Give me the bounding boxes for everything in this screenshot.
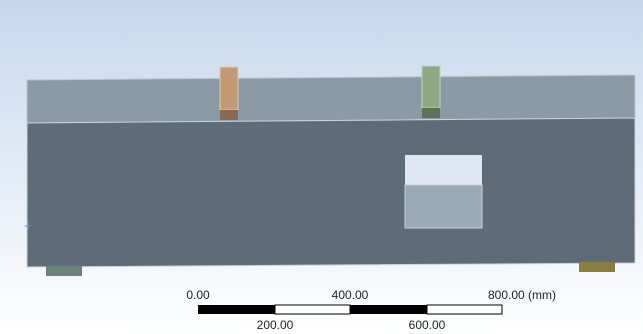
scale-label: 800.00 (mm) [488,288,556,302]
scale-label: 400.00 [332,288,369,302]
opening-lower [405,185,482,228]
viewport: + 0.00 400.00 800.00 (mm) 200.00 600.00 [0,0,643,334]
scale-label: 600.00 [409,318,446,332]
scale-segment [275,305,350,314]
page: + 0.00 400.00 800.00 (mm) 200.00 600.00 … [0,0,643,334]
plate-right [579,262,615,272]
beam-top-face [27,75,635,123]
support-orange [220,67,238,110]
opening-upper [405,155,482,185]
support-green [422,66,440,108]
support-green-base [422,108,440,118]
plate-left [46,266,82,276]
scale-segment [427,305,502,314]
beam-front-face [27,118,635,267]
origin-marker: + [24,218,32,234]
scale-label: 0.00 [186,288,210,302]
scale-segment [350,305,427,314]
scale-segment [198,305,275,314]
support-orange-base [220,110,238,120]
scale-label: 200.00 [257,318,294,332]
